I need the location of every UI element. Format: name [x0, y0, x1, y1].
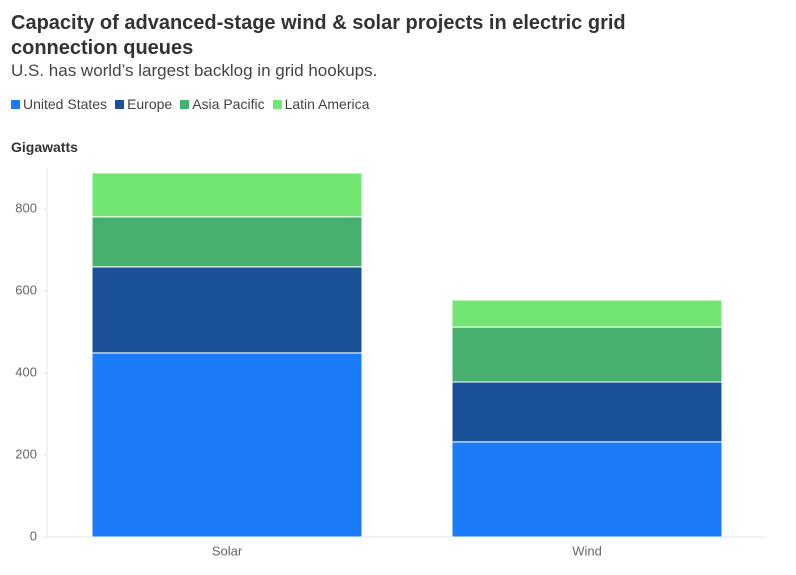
legend: United States Europe Asia Pacific Latin Ame…: [11, 96, 369, 112]
legend-label: Europe: [127, 96, 173, 112]
chart-subtitle: U.S. has world’s largest backlog in grid…: [11, 61, 378, 80]
x-tick-label: Solar: [212, 543, 243, 558]
bar-segment: [91, 172, 363, 218]
y-tick-label: 600: [15, 282, 37, 297]
bar-segment: [91, 216, 363, 268]
bar-segment: [451, 326, 723, 383]
y-tick-label: 200: [15, 446, 37, 461]
legend-item: Latin America: [272, 96, 370, 112]
bar-segment: [451, 299, 723, 328]
y-axis-label: Gigawatts: [11, 139, 78, 155]
legend-item: United States: [11, 96, 107, 112]
legend-label: Latin America: [284, 96, 370, 112]
bar-segment: [91, 352, 363, 538]
legend-swatch: [11, 99, 20, 109]
legend-swatch: [272, 99, 282, 109]
legend-item: Europe: [115, 96, 172, 112]
legend-swatch: [115, 99, 125, 109]
x-tick-label: Wind: [572, 543, 602, 558]
bar-segment: [451, 441, 723, 538]
legend-label: Asia Pacific: [192, 96, 265, 112]
bar-segment: [451, 381, 723, 443]
y-tick-label: 800: [15, 200, 37, 215]
legend-label: United States: [23, 96, 108, 112]
y-tick-label: 0: [30, 528, 37, 543]
chart-title: Capacity of advanced-stage wind & solar …: [11, 12, 626, 59]
y-tick-label: 400: [15, 364, 37, 379]
bar-segment: [91, 266, 363, 354]
legend-item: Asia Pacific: [180, 96, 265, 112]
legend-swatch: [180, 99, 190, 109]
